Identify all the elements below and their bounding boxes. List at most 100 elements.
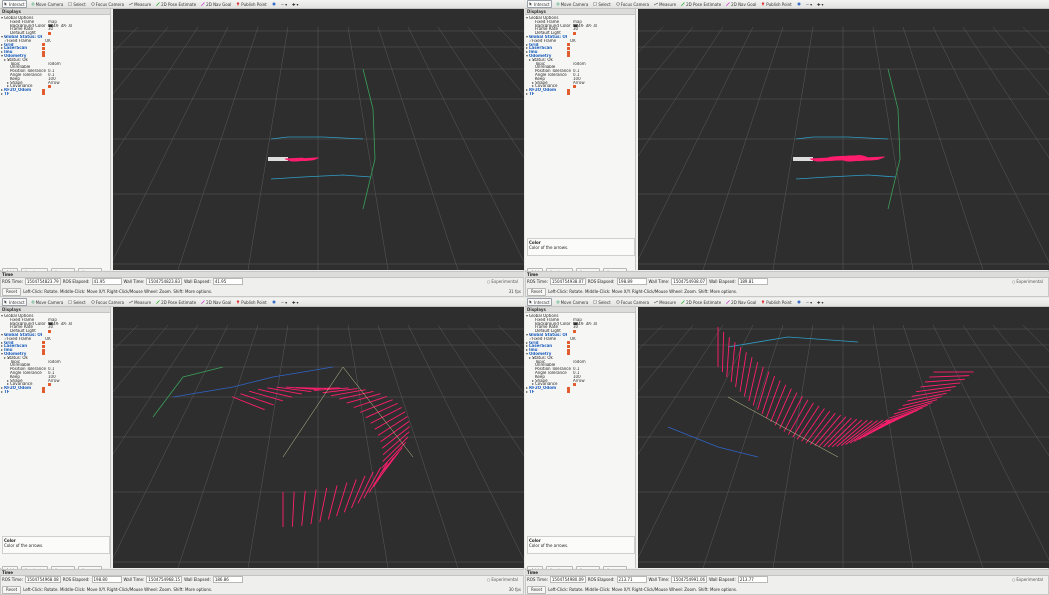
expand-arrow-icon[interactable]: ✓ [529, 335, 533, 341]
expand-arrow-icon[interactable]: ▸ [1, 385, 4, 391]
display-row[interactable]: Default Light [526, 329, 635, 333]
nav-goal-tool[interactable]: 2D Nav Goal [200, 1, 232, 7]
expand-arrow-icon[interactable]: ▸ [526, 41, 529, 47]
expand-arrow-icon[interactable]: ▸ [526, 339, 529, 345]
display-row-value[interactable] [42, 352, 66, 356]
display-row-value[interactable]: 0.1 [573, 367, 580, 371]
expand-arrow-icon[interactable]: ▾ [1, 15, 4, 20]
display-row[interactable]: ▸ Covariance [526, 382, 635, 386]
move-camera-tool[interactable]: Move Camera [555, 299, 590, 305]
display-tree[interactable]: ▾ Global Options Fixed Frame map Background … [0, 313, 110, 394]
ros-elapsed-field[interactable]: 41.95 [91, 278, 122, 285]
display-row[interactable]: Topic/odom [1, 360, 110, 364]
display-row[interactable]: ▸ Imu [1, 348, 110, 352]
display-row[interactable]: ▸ Grid [1, 340, 110, 345]
display-row-value[interactable]: Arrow [48, 378, 60, 383]
display-row[interactable]: ▾ Odometry [1, 54, 110, 58]
display-row-value[interactable] [42, 42, 66, 47]
expand-arrow-icon[interactable]: ✓ [4, 335, 8, 341]
expand-arrow-icon[interactable]: ▸ [526, 90, 529, 96]
display-row[interactable]: ▾ Global Options [526, 16, 635, 20]
enabled-checkbox[interactable] [573, 382, 576, 386]
display-row-value[interactable]: OK [570, 38, 576, 43]
add-tool-button[interactable] [271, 1, 277, 7]
3d-viewport[interactable] [113, 307, 524, 568]
experimental-toggle[interactable]: ○ Experimental [487, 577, 518, 582]
add-tool-button[interactable]: ✚ ▾ [291, 1, 299, 7]
display-row-value[interactable]: 48; 48; 48 [573, 23, 597, 28]
display-row[interactable]: ✓ Fixed Frame OK [526, 335, 635, 341]
ros-time-field[interactable]: 1504754968.08 [24, 576, 61, 583]
enabled-checkbox[interactable] [48, 84, 51, 88]
enabled-checkbox[interactable] [42, 92, 45, 96]
display-row-value[interactable]: 0.1 [48, 72, 55, 77]
display-row[interactable]: Background Color 48; 48; 48 [526, 321, 635, 326]
expand-arrow-icon[interactable]: ▾ [526, 350, 529, 356]
expand-arrow-icon[interactable]: ▸ [7, 83, 10, 89]
expand-arrow-icon[interactable]: ▸ [7, 377, 10, 383]
measure-tool[interactable]: Measure [653, 299, 677, 305]
publish-point-tool[interactable]: Publish Point [760, 299, 792, 305]
expand-arrow-icon[interactable]: ▾ [526, 52, 529, 58]
display-row-value[interactable] [42, 50, 66, 54]
display-row[interactable]: ▾ Odometry [526, 352, 635, 356]
enabled-checkbox[interactable] [567, 92, 570, 96]
focus-camera-tool[interactable]: Focus Camera [615, 299, 650, 305]
add-tool-button[interactable]: ✚ ▾ [816, 299, 824, 305]
enabled-checkbox[interactable] [573, 31, 576, 35]
display-row[interactable]: Frame Rate 30 [526, 27, 635, 31]
display-row-value[interactable] [567, 54, 591, 58]
display-row[interactable]: ▸ Imu [1, 50, 110, 54]
expand-arrow-icon[interactable]: ▸ [1, 388, 4, 394]
display-row[interactable]: ▸ ✓ Status: Ok [1, 57, 110, 62]
move-camera-tool[interactable]: Move Camera [30, 299, 65, 305]
display-row-value[interactable] [573, 31, 597, 35]
expand-arrow-icon[interactable]: ▸ [526, 347, 529, 353]
display-row[interactable]: ▸ Imu [526, 50, 635, 54]
display-row[interactable]: ▸ LaserScan [1, 46, 110, 50]
display-row-value[interactable] [42, 54, 66, 58]
display-row-value[interactable]: Arrow [48, 80, 60, 85]
enabled-checkbox[interactable] [573, 329, 576, 333]
display-row[interactable]: ▸ Grid [1, 42, 110, 47]
experimental-toggle[interactable]: ○ Experimental [1012, 279, 1043, 284]
enabled-checkbox[interactable] [42, 390, 45, 394]
display-row-value[interactable] [42, 92, 66, 96]
display-row-value[interactable] [42, 348, 66, 352]
display-row-value[interactable]: /odom [573, 359, 586, 364]
display-row-value[interactable]: 100 [573, 374, 581, 379]
display-row[interactable]: ▸ RF2O_Odom [1, 386, 110, 390]
display-row[interactable]: ▸ TF [526, 92, 635, 96]
expand-arrow-icon[interactable]: ▸ [526, 385, 529, 391]
display-row-value[interactable]: /odom [573, 61, 586, 66]
display-row-value[interactable]: 48; 48; 48 [573, 321, 597, 326]
pose-estimate-tool[interactable]: 2D Pose Estimate [155, 1, 197, 7]
display-row[interactable]: ▸ RF2O_Odom [526, 88, 635, 92]
ros-time-field[interactable]: 1504754980.09 [549, 576, 586, 583]
display-row[interactable]: Background Color 48; 48; 48 [1, 23, 110, 28]
display-tree[interactable]: ▾ Global Options Fixed Frame map Background … [0, 15, 110, 96]
enabled-checkbox[interactable] [48, 382, 51, 386]
display-row-value[interactable] [567, 50, 591, 54]
nav-goal-tool[interactable]: 2D Nav Goal [725, 299, 757, 305]
enabled-checkbox[interactable] [567, 386, 570, 390]
select-tool[interactable]: Select [592, 1, 611, 7]
display-row[interactable]: Keep 100 [1, 375, 110, 379]
enabled-checkbox[interactable] [567, 46, 570, 50]
move-camera-tool[interactable]: Move Camera [30, 1, 65, 7]
display-row[interactable]: Unreliable [1, 65, 110, 69]
display-row[interactable]: ▸ TF [1, 92, 110, 96]
display-row[interactable]: ▸ Shape Arrow [1, 377, 110, 383]
display-row-value[interactable]: OK [45, 38, 51, 43]
display-row[interactable]: ▸ Grid [526, 339, 635, 345]
enabled-checkbox[interactable] [42, 340, 45, 344]
display-row-value[interactable] [567, 42, 591, 47]
display-row-value[interactable] [567, 340, 591, 345]
remove-tool-button[interactable]: − ▾ [805, 299, 813, 305]
expand-arrow-icon[interactable]: ▸ [532, 79, 535, 85]
nav-goal-tool[interactable]: 2D Nav Goal [200, 299, 232, 305]
expand-arrow-icon[interactable]: ▸ [1, 347, 4, 353]
display-row[interactable]: ▾ Global Options [1, 314, 110, 318]
display-row[interactable]: ▸ RF2O_Odom [526, 386, 635, 390]
display-row-value[interactable] [42, 390, 66, 394]
